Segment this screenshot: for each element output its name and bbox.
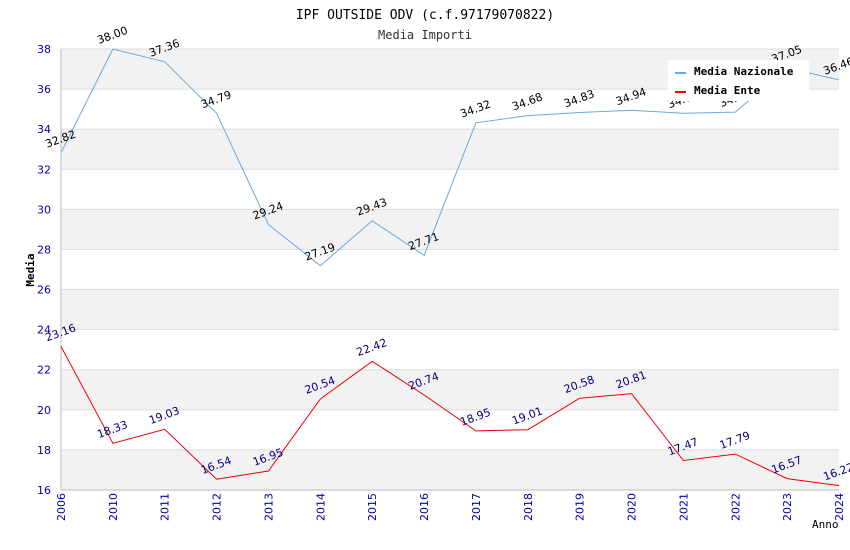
x-axis-label: Anno xyxy=(812,518,839,531)
y-tick-label: 26 xyxy=(37,284,51,297)
y-tick-label: 28 xyxy=(37,243,51,256)
x-tick-label: 2024 xyxy=(833,493,846,521)
x-tick-label: 2015 xyxy=(366,493,379,521)
x-tick-label: 2014 xyxy=(314,493,327,521)
data-label: 34.32 xyxy=(459,98,493,121)
data-label: 34.79 xyxy=(199,88,233,111)
y-axis-label: Media xyxy=(24,253,37,286)
data-label: 22.42 xyxy=(355,336,389,359)
series-line-media-nazionale xyxy=(60,48,840,267)
y-tick-label: 24 xyxy=(37,324,51,337)
legend-box xyxy=(668,60,809,101)
grid-band xyxy=(61,129,839,170)
grid-lines xyxy=(61,48,839,491)
grid-band xyxy=(61,369,839,410)
y-tick-label: 20 xyxy=(37,404,51,417)
x-tick-label: 2018 xyxy=(522,493,535,521)
x-tick-label: 2019 xyxy=(574,493,587,521)
y-tick-label: 18 xyxy=(37,444,51,457)
x-tick-label: 2022 xyxy=(729,493,742,521)
chart-title: IPF OUTSIDE ODV (c.f.97179070822) xyxy=(296,8,554,23)
series-lines xyxy=(60,48,840,487)
chart-subtitle: Media Importi xyxy=(378,28,472,42)
y-tick-label: 36 xyxy=(37,83,51,96)
y-tick-label: 30 xyxy=(37,203,51,216)
legend-label-media-ente: Media Ente xyxy=(694,84,761,97)
y-tick-label: 16 xyxy=(37,484,51,497)
x-tick-label: 2012 xyxy=(211,493,224,521)
data-label: 34.68 xyxy=(510,90,544,113)
data-label: 17.79 xyxy=(718,429,752,452)
grid-band xyxy=(61,209,839,250)
x-tick-label: 2016 xyxy=(418,493,431,521)
x-tick-label: 2011 xyxy=(159,493,172,521)
grid-band xyxy=(61,289,839,330)
x-tick-label: 2006 xyxy=(55,493,68,521)
x-tick-label: 2021 xyxy=(677,493,690,521)
y-tick-label: 32 xyxy=(37,163,51,176)
x-tick-labels: 2006 2010 2011 2012 2013 2014 2015 2016 2017 2018… xyxy=(55,493,846,521)
data-label: 18.33 xyxy=(95,418,129,441)
y-tick-labels: 16 18 20 22 24 26 28 30 32 34 36 38 xyxy=(37,43,51,497)
legend: Media Nazionale Media Ente xyxy=(668,60,809,101)
axes xyxy=(60,49,839,491)
grid-band xyxy=(61,449,839,490)
x-tick-label: 2023 xyxy=(781,493,794,521)
grid-bands xyxy=(61,49,839,490)
legend-label-media-nazionale: Media Nazionale xyxy=(694,65,794,78)
data-label: 38.00 xyxy=(95,24,129,47)
y-tick-label: 34 xyxy=(37,123,51,136)
x-tick-label: 2020 xyxy=(626,493,639,521)
series-line-media-ente xyxy=(60,346,840,487)
x-tick-label: 2013 xyxy=(262,493,275,521)
x-tick-label: 2017 xyxy=(470,493,483,521)
x-tick-label: 2010 xyxy=(107,493,120,521)
y-tick-label: 38 xyxy=(37,43,51,56)
data-label: 34.83 xyxy=(562,87,596,110)
y-tick-label: 22 xyxy=(37,364,51,377)
